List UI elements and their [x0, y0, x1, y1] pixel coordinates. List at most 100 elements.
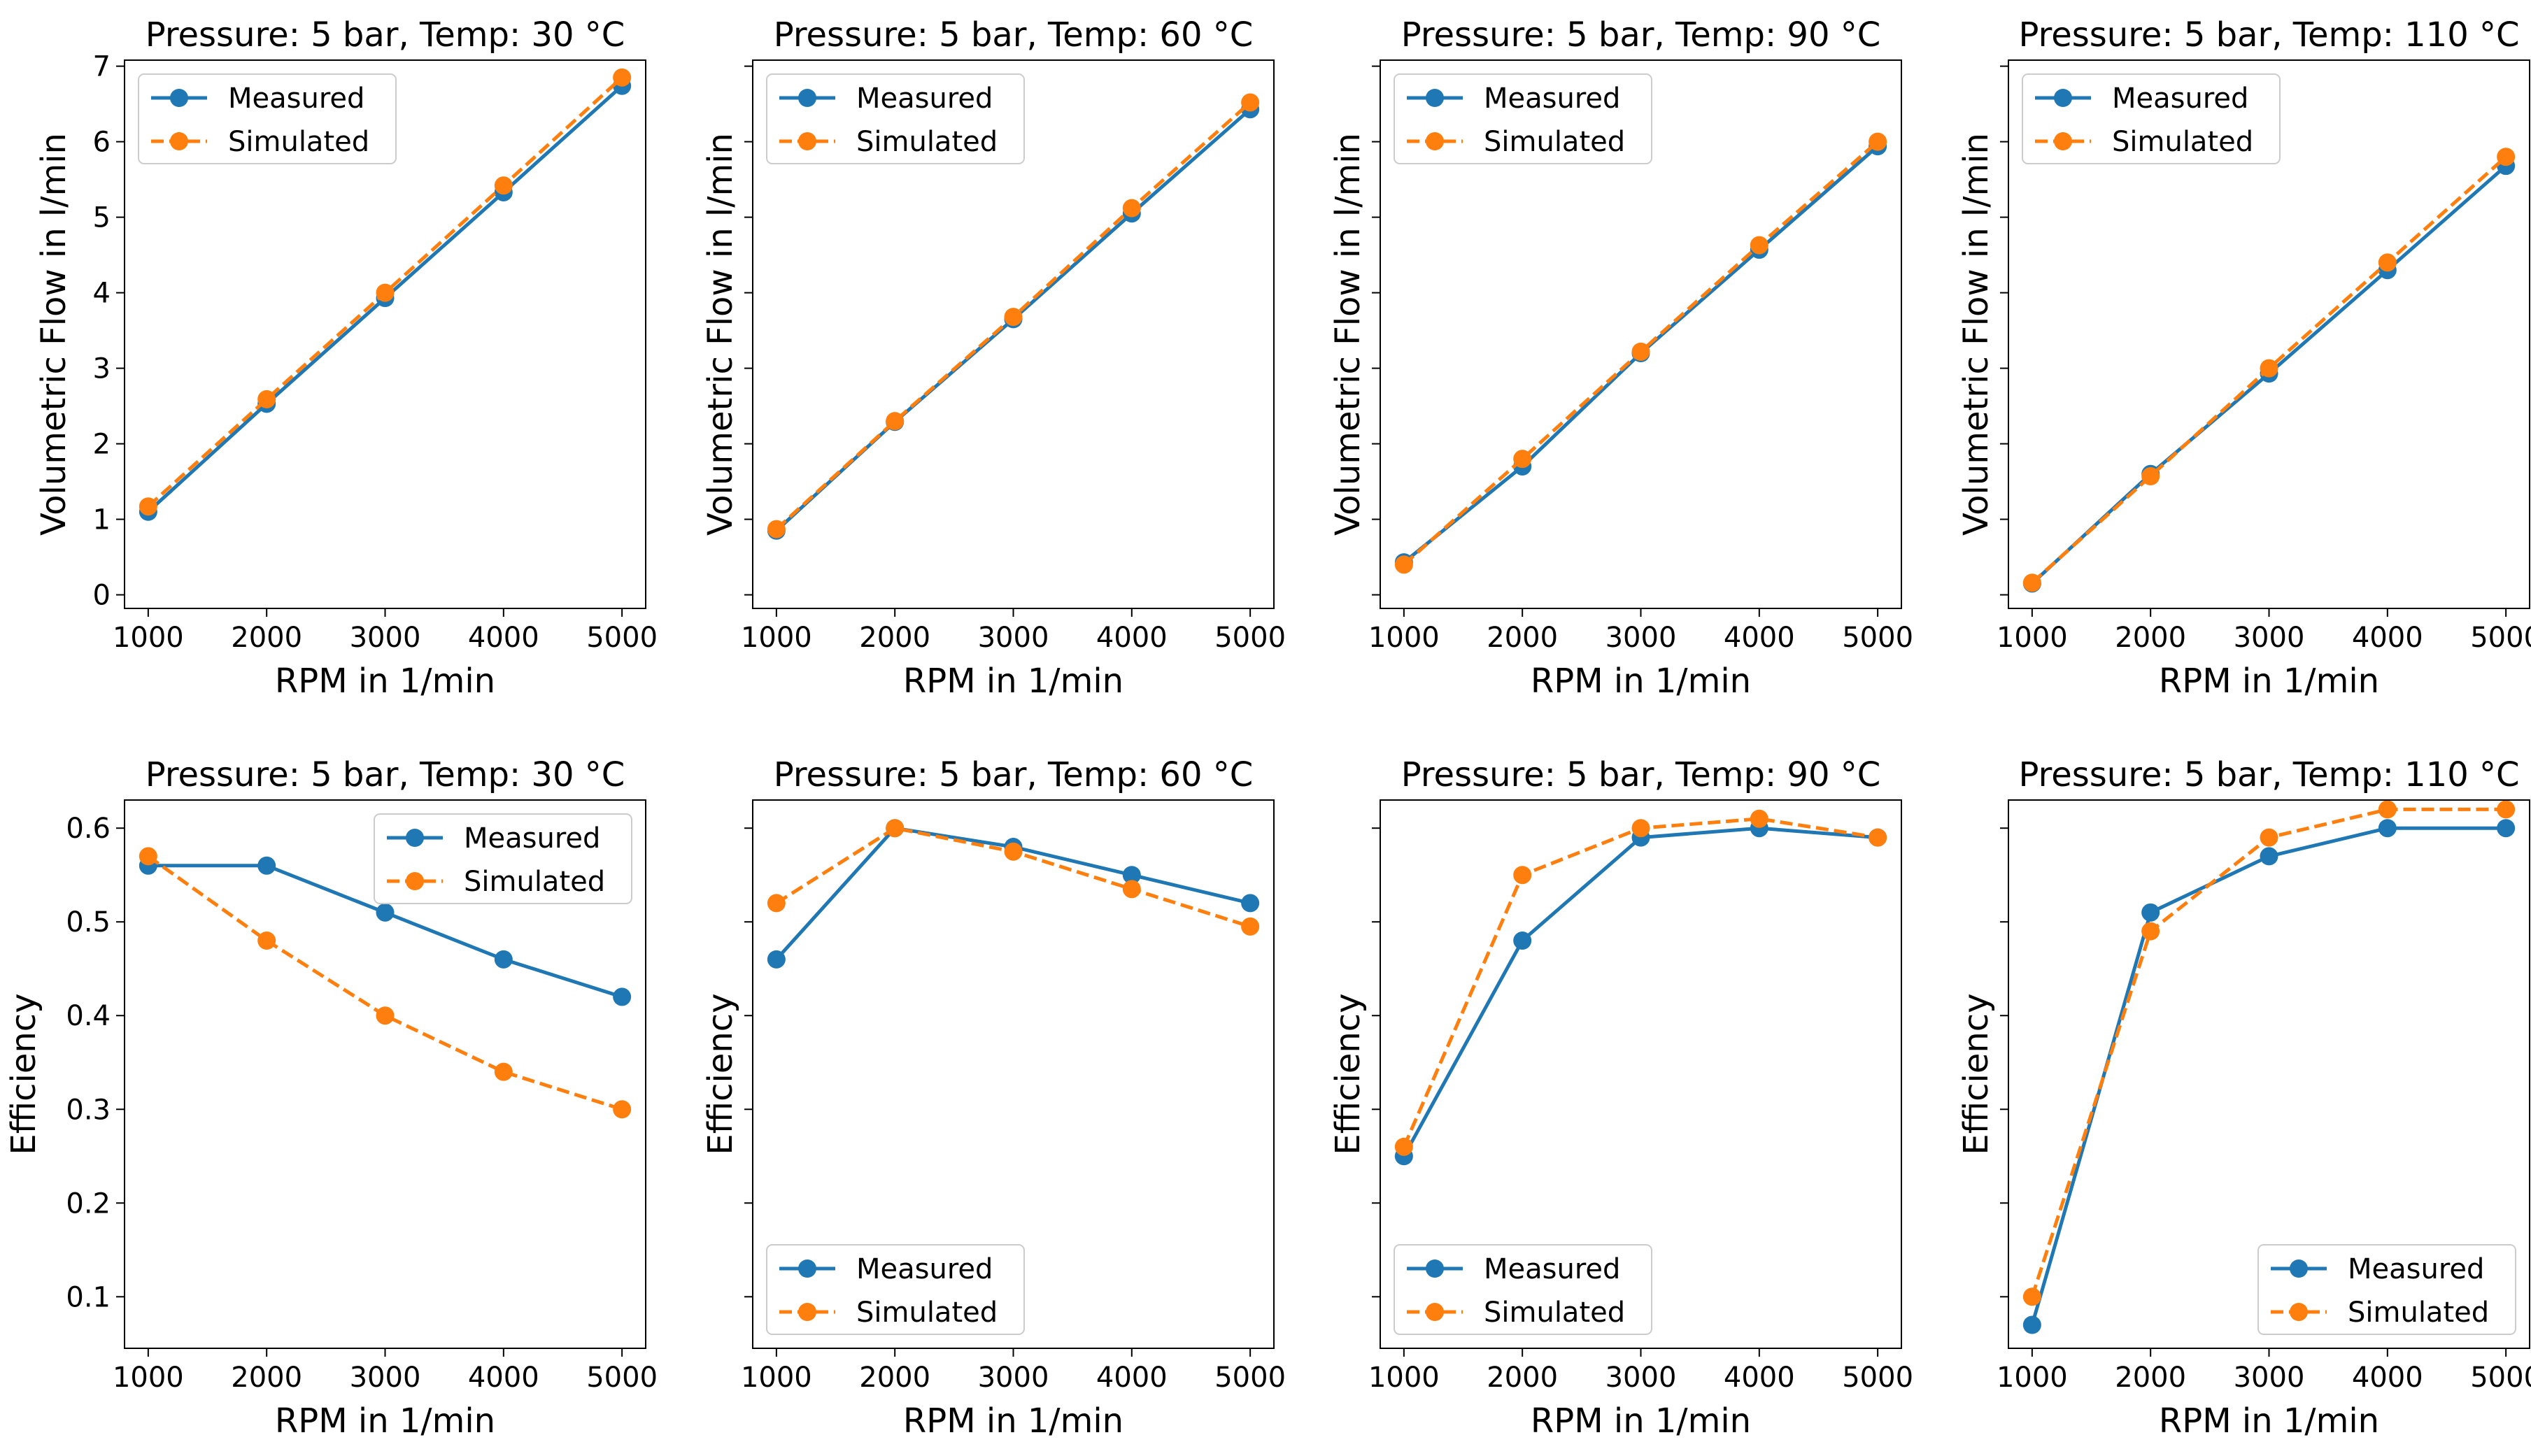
legend-label: Simulated	[464, 866, 605, 898]
x-tick-label: 1000	[741, 622, 812, 654]
x-tick-label: 1000	[1997, 622, 2068, 654]
x-tick-label: 5000	[1214, 1362, 1286, 1394]
chart-title: Pressure: 5 bar, Temp: 60 °C	[774, 755, 1254, 794]
x-axis-label: RPM in 1/min	[2159, 662, 2379, 701]
x-tick-label: 3000	[1605, 622, 1677, 654]
y-tick-label: 3	[93, 353, 111, 385]
simulated-point	[139, 847, 157, 866]
x-tick-label: 1000	[741, 1362, 812, 1394]
simulated-legend-marker	[2054, 132, 2072, 150]
measured-point	[2497, 819, 2516, 838]
simulated-point	[1750, 236, 1768, 255]
x-tick-label: 1000	[113, 1362, 184, 1394]
legend: Measured Simulated	[1394, 1244, 1652, 1335]
y-tick-label: 2	[93, 429, 111, 461]
chart-panel-6: Pressure: 5 bar, Temp: 60 °C 1000 2000 3000…	[701, 755, 1286, 1441]
axes-frame	[752, 59, 1275, 609]
legend: Measured Simulated	[766, 1244, 1025, 1335]
simulated-point	[494, 176, 513, 195]
measured-line	[1402, 826, 1878, 1157]
x-tick-label: 3000	[2234, 1362, 2305, 1394]
axes-frame	[2008, 59, 2530, 609]
legend-label: Measured	[2348, 1253, 2484, 1285]
simulated-point	[1241, 917, 1260, 936]
x-tick-label: 2000	[1487, 622, 1558, 654]
x-tick-label: 3000	[978, 622, 1049, 654]
simulated-point	[1004, 842, 1023, 861]
simulated-point	[767, 894, 786, 913]
measured-point	[767, 950, 786, 969]
y-tick-label: 0.6	[66, 813, 111, 845]
legend-label: Simulated	[856, 1297, 998, 1329]
simulated-legend-marker	[170, 132, 188, 150]
legend-label: Measured	[464, 822, 600, 855]
x-tick-label: 2000	[231, 622, 302, 654]
x-tick-label: 2000	[2115, 1362, 2186, 1394]
simulated-point	[767, 520, 786, 538]
measured-legend-marker	[2290, 1259, 2308, 1278]
y-tick-label: 0	[93, 580, 111, 612]
y-tick-label: 0.5	[66, 906, 111, 938]
simulated-point	[2378, 253, 2397, 272]
x-tick-label: 2000	[859, 622, 930, 654]
x-tick-label: 4000	[2352, 622, 2423, 654]
chart-panel-3: Pressure: 5 bar, Temp: 90 °C 1000 2000 3000…	[1328, 15, 1913, 701]
simulated-point	[1631, 819, 1650, 838]
simulated-point	[1122, 199, 1141, 217]
legend-label: Simulated	[856, 126, 998, 158]
simulated-point	[376, 283, 395, 302]
simulated-point	[2141, 922, 2160, 941]
simulated-legend-marker	[406, 872, 424, 890]
x-tick-label: 5000	[1842, 1362, 1913, 1394]
x-tick-label: 1000	[113, 622, 184, 654]
measured-point	[2022, 1315, 2041, 1334]
simulated-legend-marker	[798, 1303, 816, 1321]
chart-title: Pressure: 5 bar, Temp: 60 °C	[774, 15, 1254, 55]
chart-title: Pressure: 5 bar, Temp: 110 °C	[2018, 755, 2519, 794]
x-tick-label: 3000	[1605, 1362, 1677, 1394]
chart-title: Pressure: 5 bar, Temp: 110 °C	[2018, 15, 2519, 55]
measured-legend-marker	[170, 89, 188, 107]
y-axis-label: Volumetric Flow in l/min	[1957, 133, 1996, 536]
axes-frame	[124, 799, 646, 1349]
x-tick-label: 4000	[2352, 1362, 2423, 1394]
simulated-point	[2497, 800, 2516, 819]
y-axis-label: Volumetric Flow in l/min	[34, 133, 73, 536]
measured-legend-marker	[798, 89, 816, 107]
simulated-line	[147, 855, 623, 1111]
x-tick-label: 3000	[2234, 622, 2305, 654]
legend-label: Measured	[228, 83, 364, 115]
y-axis-label: Efficiency	[1328, 993, 1368, 1155]
measured-point	[1513, 932, 1532, 950]
x-tick-label: 4000	[1724, 1362, 1795, 1394]
simulated-point	[886, 412, 905, 431]
legend-label: Measured	[1484, 1253, 1620, 1285]
simulated-point	[1513, 450, 1532, 469]
simulated-point	[2497, 148, 2516, 166]
chart-panel-8: Pressure: 5 bar, Temp: 110 °C 1000 2000 300…	[1957, 755, 2531, 1441]
x-tick-label: 5000	[586, 622, 658, 654]
y-axis-label: Volumetric Flow in l/min	[1328, 133, 1368, 536]
simulated-line	[2030, 807, 2507, 1298]
legend: Measured Simulated	[1394, 73, 1652, 164]
x-tick-label: 4000	[468, 1362, 539, 1394]
legend-label: Simulated	[1484, 126, 1625, 158]
simulated-point	[1394, 555, 1413, 574]
legend-label: Measured	[856, 1253, 993, 1285]
chart-panel-7: Pressure: 5 bar, Temp: 90 °C 1000 2000 3000…	[1328, 755, 1913, 1441]
y-axis-label: Efficiency	[1957, 993, 1996, 1155]
measured-point	[2378, 819, 2397, 838]
simulated-point	[257, 932, 276, 950]
x-tick-label: 2000	[2115, 622, 2186, 654]
measured-point	[376, 903, 395, 922]
simulated-point	[1122, 880, 1141, 899]
simulated-point	[376, 1006, 395, 1025]
simulated-point	[1241, 93, 1260, 112]
chart-panel-2: Pressure: 5 bar, Temp: 60 °C 1000 2000 3000…	[701, 15, 1286, 701]
x-tick-label: 2000	[859, 1362, 930, 1394]
legend-label: Simulated	[2348, 1297, 2489, 1329]
y-tick-label: 0.4	[66, 1000, 111, 1032]
simulated-line	[1402, 817, 1878, 1148]
measured-point	[2141, 903, 2160, 922]
